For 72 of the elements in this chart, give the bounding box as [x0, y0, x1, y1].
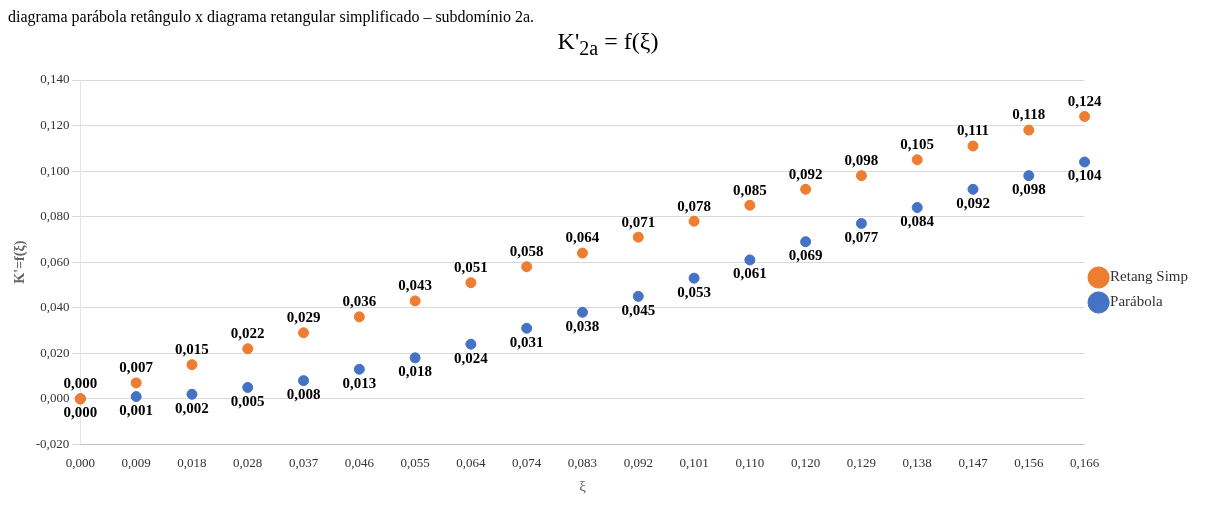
data-label: 0,015 [175, 340, 209, 357]
data-label: 0,007 [119, 359, 154, 376]
x-tick-label: 0,055 [400, 454, 430, 470]
y-tick-label: 0,080 [40, 207, 70, 223]
data-label: 0,061 [732, 265, 767, 282]
x-tick-label: 0,092 [623, 454, 653, 470]
legend-label: Parábola [1110, 293, 1163, 310]
data-label: 0,000 [63, 375, 98, 392]
x-axis-title: ξ [579, 477, 587, 494]
x-tick-label: 0,083 [567, 454, 598, 470]
data-label: 0,064 [565, 229, 600, 246]
data-label: 0,069 [788, 246, 823, 263]
data-label: 0,022 [230, 324, 265, 341]
data-label: 0,029 [286, 308, 321, 325]
data-label: 0,008 [286, 385, 321, 402]
data-label: 0,078 [677, 197, 711, 214]
x-tick-label: 0,037 [288, 454, 319, 470]
x-tick-label: 0,156 [1014, 454, 1044, 470]
y-axis-title: K'=f(ξ) [12, 240, 29, 284]
x-tick-label: 0,138 [902, 454, 932, 470]
data-label: 0,051 [454, 258, 488, 275]
data-label: 0,053 [677, 283, 711, 300]
data-label: 0,031 [509, 333, 544, 350]
data-label: 0,092 [956, 194, 990, 211]
data-label: 0,005 [230, 392, 265, 409]
y-tick-label: 0,020 [40, 344, 70, 360]
x-tick-label: 0,120 [791, 454, 821, 470]
y-tick-label: 0,040 [40, 298, 70, 314]
y-tick-label: -0,020 [35, 435, 70, 451]
y-tick-label: 0,140 [40, 71, 70, 87]
data-label: 0,071 [621, 213, 656, 230]
data-label: 0,043 [398, 277, 432, 294]
x-tick-label: 0,129 [846, 454, 877, 470]
y-tick-label: 0,060 [40, 253, 70, 269]
y-tick-label: 0,120 [40, 116, 70, 132]
data-label: 0,084 [900, 212, 935, 229]
data-label: 0,001 [119, 401, 154, 418]
data-label: 0,118 [1012, 106, 1046, 123]
data-label: 0,002 [175, 399, 209, 416]
data-label: 0,104 [1067, 167, 1102, 184]
x-tick-label: 0,101 [679, 454, 709, 470]
data-label: 0,058 [509, 242, 544, 259]
x-tick-label: 0,018 [177, 454, 207, 470]
text: diagrama parábola retângulo x diagrama retangular simplificado – subdomínio 2a. [8, 8, 536, 26]
data-label: 0,105 [900, 135, 935, 152]
x-tick-label: 0,028 [233, 454, 263, 470]
x-tick-label: 0,046 [344, 454, 375, 470]
data-label: 0,013 [342, 374, 377, 391]
data-label: 0,111 [956, 122, 990, 139]
x-tick-label: 0,110 [735, 454, 765, 470]
x-tick-label: 0,009 [121, 454, 151, 470]
data-label: 0,085 [732, 181, 767, 198]
data-label: 0,092 [788, 165, 823, 182]
data-label: 0,098 [844, 151, 879, 168]
x-tick-label: 0,000 [65, 454, 95, 470]
x-tick-label: 0,064 [456, 454, 487, 470]
data-label: 0,077 [844, 228, 879, 245]
y-tick-label: 0,100 [40, 162, 70, 178]
x-tick-label: 0,166 [1069, 454, 1100, 470]
data-label: 0,024 [454, 349, 489, 366]
data-label: 0,000 [63, 404, 98, 421]
data-label: 0,018 [398, 363, 432, 380]
chart-title: K'$_{2a}$ = f(ξ) [556, 28, 660, 60]
x-tick-label: 0,074 [512, 454, 542, 470]
data-label: 0,036 [342, 293, 377, 310]
data-label: 0,045 [621, 301, 656, 318]
data-label: 0,038 [565, 317, 600, 334]
data-label: 0,124 [1067, 92, 1102, 109]
legend-label: Retang Simp [1110, 268, 1189, 285]
y-tick-label: 0,000 [40, 390, 70, 406]
x-tick-label: 0,147 [958, 454, 989, 470]
data-label: 0,098 [1011, 180, 1046, 197]
